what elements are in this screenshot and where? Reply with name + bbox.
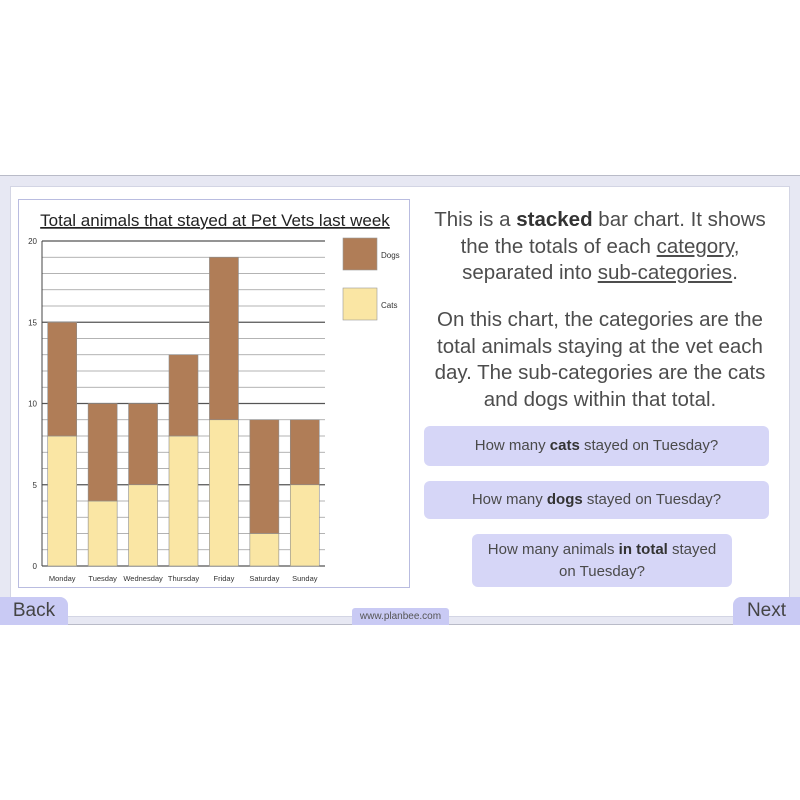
bar-dogs-wednesday bbox=[128, 403, 158, 486]
bar-dogs-monday bbox=[47, 321, 78, 437]
axis-layer: 0 5 10 15 20 Monday Tuesday Wednesday Thursday Fr… bbox=[28, 237, 318, 583]
question-bold: cats bbox=[549, 437, 580, 454]
para1-underline-category: category bbox=[656, 234, 734, 258]
x-tick-label: Thursday bbox=[168, 574, 200, 583]
legend-label-cats: Cats bbox=[381, 301, 397, 310]
para1-text-3: , separated into bbox=[462, 234, 740, 285]
question-text: stayed on Tuesday? bbox=[582, 491, 722, 508]
y-tick-label: 20 bbox=[28, 237, 37, 246]
question-dogs-button[interactable]: How many dogs stayed on Tuesday? bbox=[424, 481, 769, 519]
bars-layer bbox=[47, 256, 320, 567]
bar-cats-monday bbox=[47, 435, 78, 567]
bar-cats-saturday bbox=[249, 533, 280, 567]
question-text: How many bbox=[474, 437, 550, 454]
question-total-button[interactable]: How many animals in total stayed on Tues… bbox=[472, 534, 732, 587]
legend-label-dogs: Dogs bbox=[381, 251, 400, 260]
para1-bold-stacked: stacked bbox=[516, 208, 593, 231]
bar-cats-tuesday bbox=[87, 500, 118, 567]
bar-dogs-friday bbox=[209, 256, 239, 421]
para1-underline-subcategories: sub-categories bbox=[597, 261, 733, 284]
next-button[interactable]: Next bbox=[733, 597, 800, 625]
question-text: How many bbox=[471, 491, 547, 508]
explanation-paragraph-1: This is a stacked bar chart. It shows th… bbox=[420, 207, 780, 287]
bar-dogs-tuesday bbox=[87, 403, 118, 502]
bar-cats-thursday bbox=[168, 435, 199, 567]
legend: Dogs Cats bbox=[342, 237, 400, 321]
chart-panel: Total animals that stayed at Pet Vets la… bbox=[18, 199, 410, 588]
bar-dogs-sunday bbox=[289, 419, 320, 486]
y-tick-label: 15 bbox=[28, 318, 37, 327]
question-text: stayed on Tuesday? bbox=[559, 540, 717, 580]
para1-text-1: This is a bbox=[434, 208, 517, 231]
x-tick-label: Tuesday bbox=[88, 574, 117, 583]
explanation-paragraph-2: On this chart, the categories are the to… bbox=[434, 308, 766, 411]
y-tick-label: 0 bbox=[33, 562, 38, 571]
question-bold: in total bbox=[618, 540, 668, 558]
y-tick-label: 5 bbox=[33, 481, 38, 490]
question-text: stayed on Tuesday? bbox=[579, 437, 719, 454]
question-text: How many animals bbox=[487, 540, 619, 558]
y-tick-label: 10 bbox=[28, 400, 37, 409]
para1-text-4: . bbox=[732, 261, 738, 284]
planbee-link[interactable]: www.planbee.com bbox=[352, 608, 449, 625]
bar-dogs-saturday bbox=[249, 419, 280, 534]
x-tick-label: Friday bbox=[214, 574, 235, 583]
question-cats-button[interactable]: How many cats stayed on Tuesday? bbox=[424, 426, 769, 466]
x-tick-label: Monday bbox=[49, 574, 76, 583]
chart-title: Total animals that stayed at Pet Vets la… bbox=[40, 211, 390, 230]
x-tick-label: Saturday bbox=[249, 574, 279, 583]
stacked-bar-chart: Total animals that stayed at Pet Vets la… bbox=[28, 211, 400, 583]
para1-text-2: bar chart. It shows the the totals of ea… bbox=[460, 208, 766, 258]
x-tick-label: Sunday bbox=[292, 574, 318, 583]
legend-swatch-dogs bbox=[342, 237, 378, 271]
legend-swatch-cats bbox=[342, 287, 378, 321]
bar-cats-wednesday bbox=[128, 484, 158, 567]
bar-dogs-thursday bbox=[168, 354, 199, 437]
bar-cats-sunday bbox=[289, 484, 320, 567]
back-button[interactable]: Back bbox=[0, 597, 68, 625]
question-bold: dogs bbox=[546, 491, 583, 508]
x-tick-label: Wednesday bbox=[123, 574, 163, 583]
bar-cats-friday bbox=[209, 419, 239, 567]
